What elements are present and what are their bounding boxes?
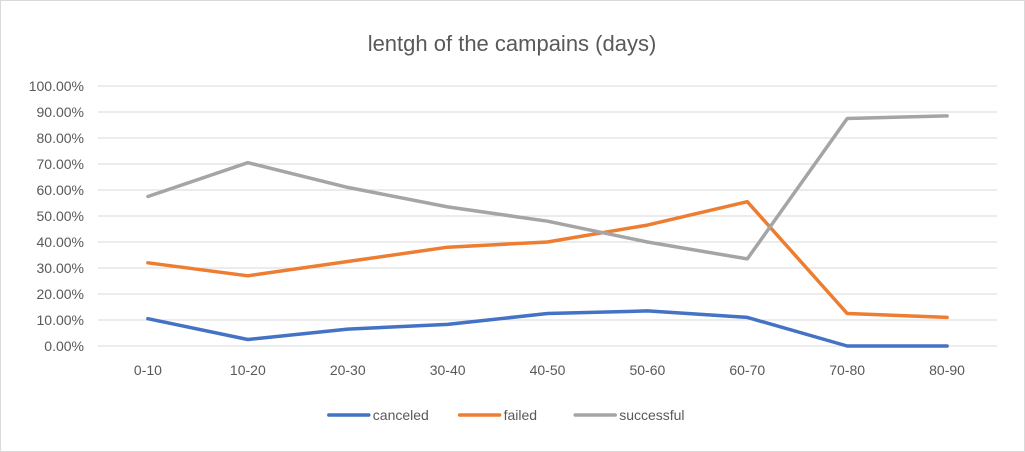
y-tick-label: 40.00% [37, 234, 84, 250]
y-tick-label: 30.00% [37, 260, 84, 276]
legend-label-successful: successful [619, 407, 684, 423]
x-tick-label: 50-60 [629, 362, 665, 378]
y-axis-ticks: 0.00% 10.00% 20.00% 30.00% 40.00% 50.00% 60.00… [29, 78, 84, 354]
y-tick-label: 20.00% [37, 286, 84, 302]
x-tick-label: 10-20 [230, 362, 266, 378]
y-tick-label: 100.00% [29, 78, 84, 94]
y-tick-label: 0.00% [44, 338, 84, 354]
series-lines [146, 114, 949, 348]
legend-label-canceled: canceled [373, 407, 429, 423]
x-axis-ticks: 0-10 10-20 20-30 30-40 40-50 50-60 60-70 70-80 8… [134, 362, 965, 378]
y-tick-label: 50.00% [37, 208, 84, 224]
series-line-failed [146, 199, 949, 320]
y-tick-label: 60.00% [37, 182, 84, 198]
grid-lines [98, 85, 997, 347]
x-tick-label: 70-80 [829, 362, 865, 378]
x-tick-label: 60-70 [729, 362, 765, 378]
y-tick-label: 10.00% [37, 312, 84, 328]
x-tick-label: 0-10 [134, 362, 162, 378]
y-tick-label: 90.00% [37, 104, 84, 120]
y-tick-label: 80.00% [37, 130, 84, 146]
x-tick-label: 30-40 [430, 362, 466, 378]
legend: canceled failed successful [327, 407, 685, 423]
chart-title: lentgh of the campains (days) [368, 31, 657, 56]
series-line-successful [146, 114, 949, 261]
legend-label-failed: failed [504, 407, 537, 423]
y-tick-label: 70.00% [37, 156, 84, 172]
series-line-canceled [146, 309, 949, 348]
x-tick-label: 20-30 [330, 362, 366, 378]
x-tick-label: 80-90 [929, 362, 965, 378]
x-tick-label: 40-50 [530, 362, 566, 378]
